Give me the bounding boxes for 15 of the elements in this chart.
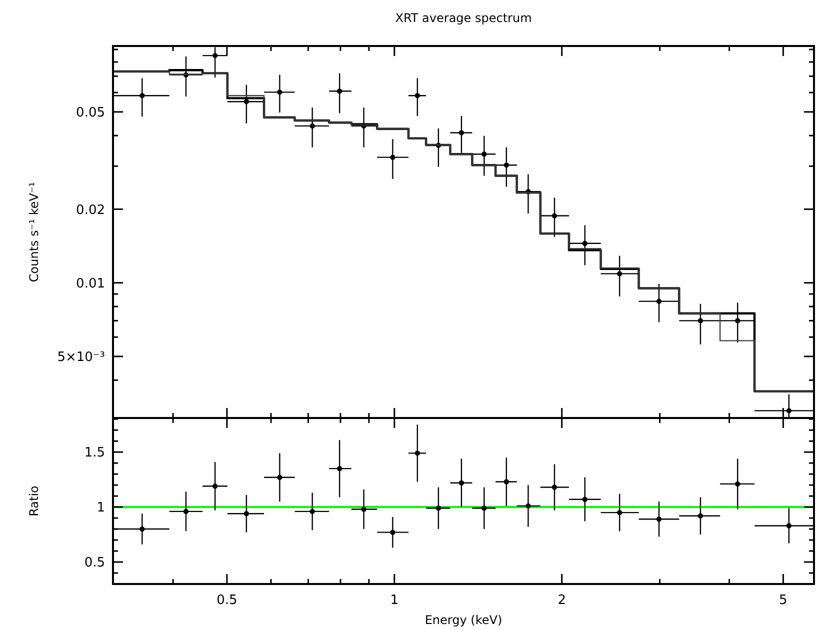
x-tick-label: 2 <box>558 593 566 608</box>
chart-title: XRT average spectrum <box>395 11 532 25</box>
y-tick-label: 0.5 <box>84 556 105 571</box>
y-axis-title: Ratio <box>27 486 41 516</box>
x-axis-title: Energy (keV) <box>424 613 502 627</box>
x-tick-label: 5 <box>779 593 788 608</box>
y-tick-label: 0.01 <box>76 276 105 292</box>
y-tick-label: 0.02 <box>76 202 105 218</box>
y-tick-label: 1.5 <box>84 446 105 461</box>
y-tick-label: 1 <box>96 500 105 516</box>
y-axis-title: Counts s⁻¹ keV⁻¹ <box>27 182 41 282</box>
y-tick-label: 0.05 <box>76 105 105 120</box>
y-tick-label: 5×10⁻³ <box>57 350 105 365</box>
x-tick-label: 0.5 <box>216 593 238 608</box>
x-tick-label: 1 <box>390 593 399 608</box>
